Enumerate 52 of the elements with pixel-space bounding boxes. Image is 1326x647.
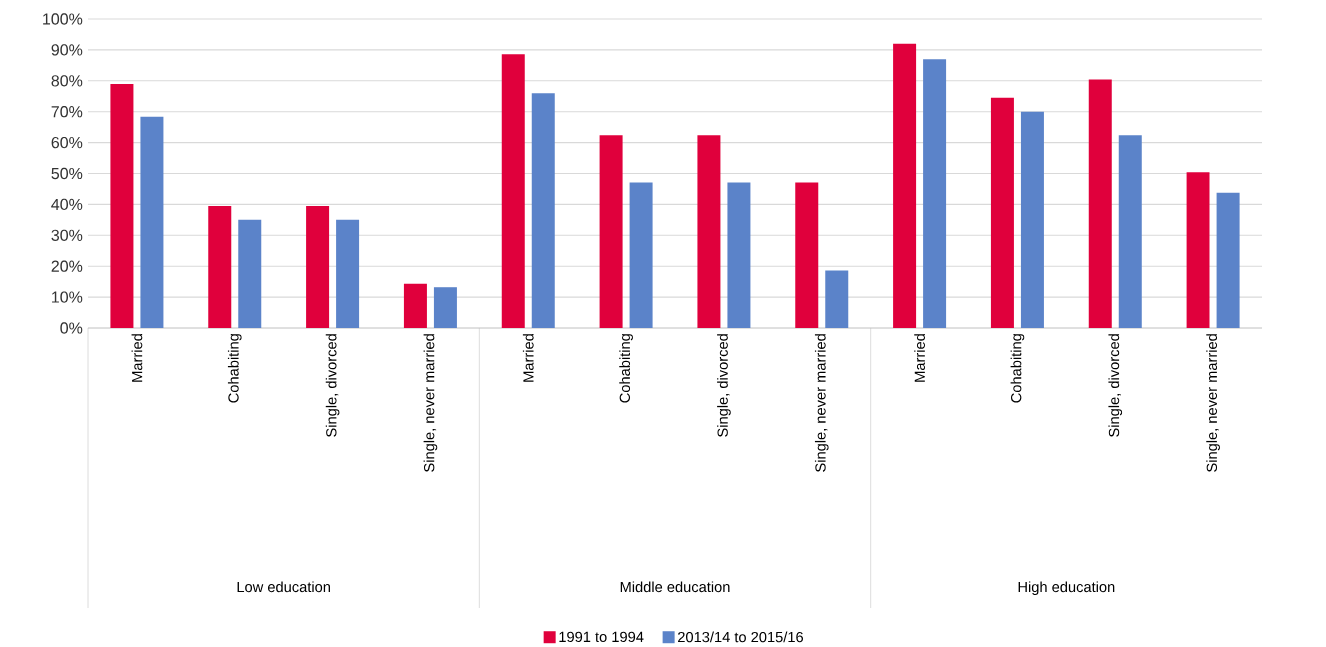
y-tick-label: 50% [51, 167, 83, 180]
x-tick-label: Single, never married [814, 334, 829, 472]
bar [825, 270, 849, 328]
bar [1216, 192, 1240, 328]
x-tick-label: Married [914, 334, 925, 382]
x-tick-label: Cohabiting [1010, 334, 1025, 403]
bar [1186, 172, 1210, 328]
x-tick-label: Single, divorced [1108, 334, 1123, 437]
bar [697, 135, 721, 328]
y-tick-label: 100% [43, 13, 83, 25]
bar [403, 283, 427, 328]
text: Low education [237, 581, 330, 593]
bar [1118, 135, 1142, 328]
x-tick-label: Single, divorced [325, 334, 340, 437]
y-tick-label: 40% [51, 198, 83, 211]
bar [306, 205, 330, 328]
x-tick-label: Cohabiting [619, 334, 633, 403]
bar [140, 116, 164, 328]
bar [110, 83, 134, 328]
bar [629, 182, 653, 328]
y-tick-label: 10% [52, 291, 83, 303]
bar [336, 219, 360, 328]
legend-label: 1991 to 1994 [559, 631, 644, 643]
bar [1088, 79, 1112, 328]
x-tick-label: Single, never married [423, 334, 438, 472]
x-tick-label: Cohabiting [227, 334, 242, 403]
text: High education [1018, 581, 1115, 596]
bar [433, 287, 457, 328]
y-tick-label: 30% [51, 229, 83, 241]
bar [599, 135, 623, 328]
x-tick-label: Single, never married [1206, 334, 1220, 472]
bar [727, 182, 751, 328]
bar [208, 205, 232, 328]
bar [1020, 111, 1044, 328]
text: Middle education [620, 581, 730, 593]
bar [923, 59, 947, 328]
bar [893, 43, 917, 328]
x-tick-label: Married [131, 334, 143, 382]
legend-label: 2013/14 to 2015/16 [678, 631, 804, 643]
y-tick-label: 80% [51, 75, 83, 87]
y-tick-label: 70% [51, 106, 83, 118]
y-tick-label: 90% [51, 44, 83, 56]
y-tick-label: 0% [60, 322, 83, 334]
bar [238, 219, 262, 328]
bar [501, 54, 525, 328]
x-tick-label: Married [522, 334, 534, 382]
x-tick-label: Single, divorced [717, 334, 731, 437]
bar [531, 93, 555, 328]
y-tick-label: 20% [51, 260, 83, 272]
y-tick-label: 60% [51, 136, 83, 149]
bar [795, 182, 819, 328]
bar [990, 97, 1014, 328]
